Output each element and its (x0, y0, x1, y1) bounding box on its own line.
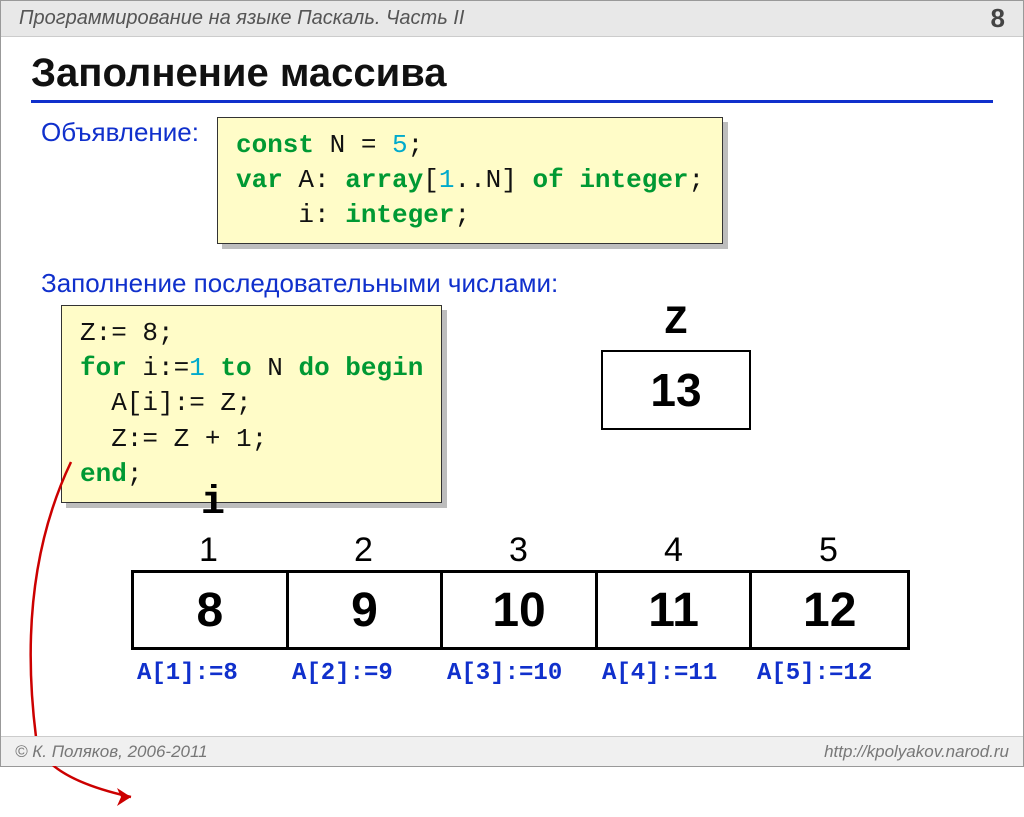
copyright: © К. Поляков, 2006-2011 (15, 742, 208, 762)
cell-row: 8 9 10 11 12 (131, 570, 910, 650)
slide-header: Программирование на языке Паскаль. Часть… (1, 1, 1023, 37)
assign: A[3]:=10 (441, 660, 596, 687)
slide-footer: © К. Поляков, 2006-2011 http://kpolyakov… (1, 736, 1023, 766)
cell: 8 (134, 573, 289, 647)
assign-row: A[1]:=8 A[2]:=9 A[3]:=10 A[4]:=11 A[5]:=… (131, 660, 910, 687)
section-fill: Заполнение последовательными числами: (41, 268, 983, 299)
idx: 5 (751, 531, 906, 570)
assign: A[1]:=8 (131, 660, 286, 687)
cell: 11 (598, 573, 753, 647)
code-fill: Z:= 8; for i:=1 to N do begin A[i]:= Z; … (61, 305, 442, 502)
idx: 1 (131, 531, 286, 570)
z-label: Z (601, 301, 751, 346)
cell: 12 (752, 573, 907, 647)
idx: 2 (286, 531, 441, 570)
assign: A[4]:=11 (596, 660, 751, 687)
idx: 4 (596, 531, 751, 570)
index-row: 1 2 3 4 5 (131, 531, 910, 570)
title-rule (31, 100, 993, 103)
page-title: Заполнение массива (1, 37, 1023, 100)
header-title: Программирование на языке Паскаль. Часть… (19, 7, 464, 30)
assign: A[5]:=12 (751, 660, 906, 687)
idx: 3 (441, 531, 596, 570)
z-variable: Z 13 (601, 301, 751, 430)
cell: 10 (443, 573, 598, 647)
code-declaration: const N = 5; var A: array[1..N] of integ… (217, 117, 723, 244)
z-value: 13 (601, 350, 751, 430)
section-declaration: Объявление: (41, 117, 199, 148)
cell: 9 (289, 573, 444, 647)
assign: A[2]:=9 (286, 660, 441, 687)
array-diagram: 1 2 3 4 5 8 9 10 11 12 A[1]:=8 A[2]:=9 A… (131, 531, 910, 687)
page-number: 8 (991, 3, 1005, 34)
footer-url: http://kpolyakov.narod.ru (824, 742, 1009, 762)
i-label: i (201, 481, 225, 526)
